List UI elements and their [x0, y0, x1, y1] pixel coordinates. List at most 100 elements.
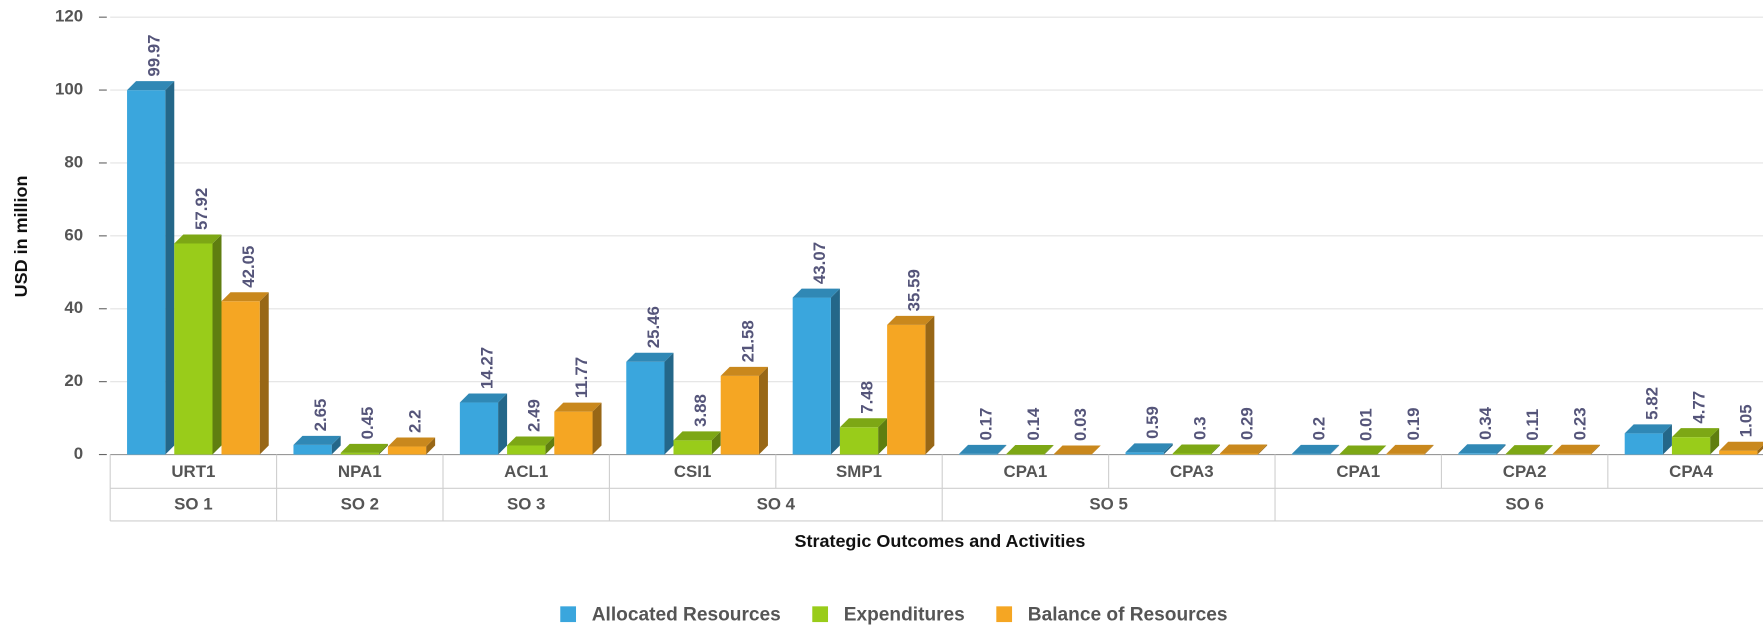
- bar-group: [720, 366, 768, 455]
- bar-top: [507, 436, 555, 446]
- bar-group: [293, 435, 341, 455]
- y-tick-label: 20: [64, 371, 83, 390]
- x-tick-label: CPA4: [1669, 462, 1713, 481]
- data-label: 0.14: [1024, 407, 1043, 440]
- data-label: 2.2: [405, 410, 424, 433]
- bar-top: [1172, 444, 1220, 454]
- bar: [1552, 453, 1591, 455]
- data-label: 3.88: [691, 394, 710, 427]
- bar-side: [498, 393, 508, 455]
- bar-group: [459, 393, 508, 455]
- bar: [792, 297, 831, 455]
- bar-side: [1330, 444, 1340, 455]
- data-label: 0.45: [358, 407, 377, 440]
- bar: [1125, 452, 1164, 455]
- data-label: 35.59: [905, 269, 924, 311]
- data-label: 42.05: [239, 246, 258, 288]
- bar-top: [792, 288, 840, 298]
- bar: [340, 452, 379, 455]
- bar-side: [878, 418, 888, 455]
- bar-top: [887, 315, 935, 325]
- bar-side: [1710, 428, 1720, 455]
- bar: [1719, 450, 1758, 455]
- y-tick-label: 0: [74, 444, 83, 463]
- bar: [507, 445, 546, 455]
- bar-top: [1505, 445, 1553, 455]
- bar-top: [959, 444, 1007, 454]
- bar-side: [997, 444, 1007, 455]
- bar-side: [664, 352, 674, 455]
- bar-top: [127, 81, 175, 91]
- bar-group: [792, 288, 840, 455]
- bar-group: [839, 418, 888, 455]
- bar-group: [1458, 444, 1506, 455]
- bar-top: [720, 366, 768, 376]
- data-label: 0.19: [1404, 408, 1423, 441]
- data-label: 4.77: [1689, 391, 1708, 424]
- legend-swatch: [560, 606, 577, 623]
- bar-side: [830, 288, 840, 455]
- bar-group: [1125, 443, 1173, 455]
- bar-top: [1552, 444, 1600, 454]
- x-tick-label: ACL1: [504, 462, 548, 481]
- data-label: 2.49: [525, 399, 544, 432]
- bar-group: [174, 234, 222, 455]
- bar-group: [887, 315, 935, 455]
- data-label: 0.17: [977, 408, 996, 441]
- bar-top: [1006, 445, 1054, 455]
- bar-group: [1386, 444, 1434, 455]
- bar-side: [378, 443, 388, 455]
- bar-side: [1424, 444, 1434, 455]
- bar: [221, 301, 260, 455]
- bar-top: [839, 418, 888, 428]
- bar: [839, 427, 879, 455]
- y-axis-title: USD in million: [11, 176, 31, 298]
- bar-side: [1044, 445, 1054, 455]
- data-label: 25.46: [644, 306, 663, 348]
- bar-top: [673, 431, 721, 441]
- data-label: 99.97: [145, 34, 164, 76]
- bar-side: [1258, 444, 1268, 455]
- bar-top: [1386, 444, 1434, 454]
- bar-group: [673, 431, 721, 455]
- bar: [1291, 453, 1331, 455]
- bar-top: [340, 443, 388, 453]
- bar-group: [959, 444, 1007, 455]
- data-label: 0.2: [1309, 417, 1328, 440]
- bar: [1172, 453, 1211, 455]
- bar: [626, 361, 665, 455]
- bar-top: [387, 437, 436, 447]
- bar: [1671, 437, 1711, 455]
- x-tick-label: CPA1: [1004, 462, 1048, 481]
- bar-group: [1172, 444, 1220, 455]
- legend-label: Balance of Resources: [1028, 604, 1228, 625]
- bar-side: [1662, 424, 1672, 455]
- data-label: 1.05: [1737, 404, 1756, 437]
- y-tick-label: 120: [55, 7, 83, 26]
- bar-group: [221, 292, 269, 455]
- bar-side: [1590, 444, 1600, 455]
- data-label: 0.59: [1143, 406, 1162, 439]
- bar-side: [1091, 445, 1101, 455]
- bar-top: [1291, 444, 1340, 454]
- bar-side: [1496, 444, 1506, 455]
- group-label: SO 1: [174, 495, 212, 514]
- data-label: 14.27: [477, 347, 496, 389]
- data-label: 2.65: [311, 399, 330, 432]
- bar-top: [1053, 445, 1101, 455]
- y-tick-label: 100: [55, 80, 83, 99]
- bar-group: [1291, 444, 1340, 455]
- bar: [1219, 453, 1259, 455]
- data-label: 0.03: [1071, 408, 1090, 441]
- bar-side: [212, 234, 222, 455]
- x-tick-label: CPA1: [1336, 462, 1380, 481]
- bar: [959, 453, 998, 455]
- bar-group: [127, 81, 175, 455]
- y-tick-label: 40: [64, 298, 83, 317]
- bar-group: [507, 436, 555, 455]
- group-label: SO 6: [1505, 495, 1543, 514]
- group-label: SO 3: [507, 495, 545, 514]
- bar-side: [1543, 445, 1553, 455]
- bar-top: [1125, 443, 1173, 453]
- bar-top: [1719, 441, 1763, 451]
